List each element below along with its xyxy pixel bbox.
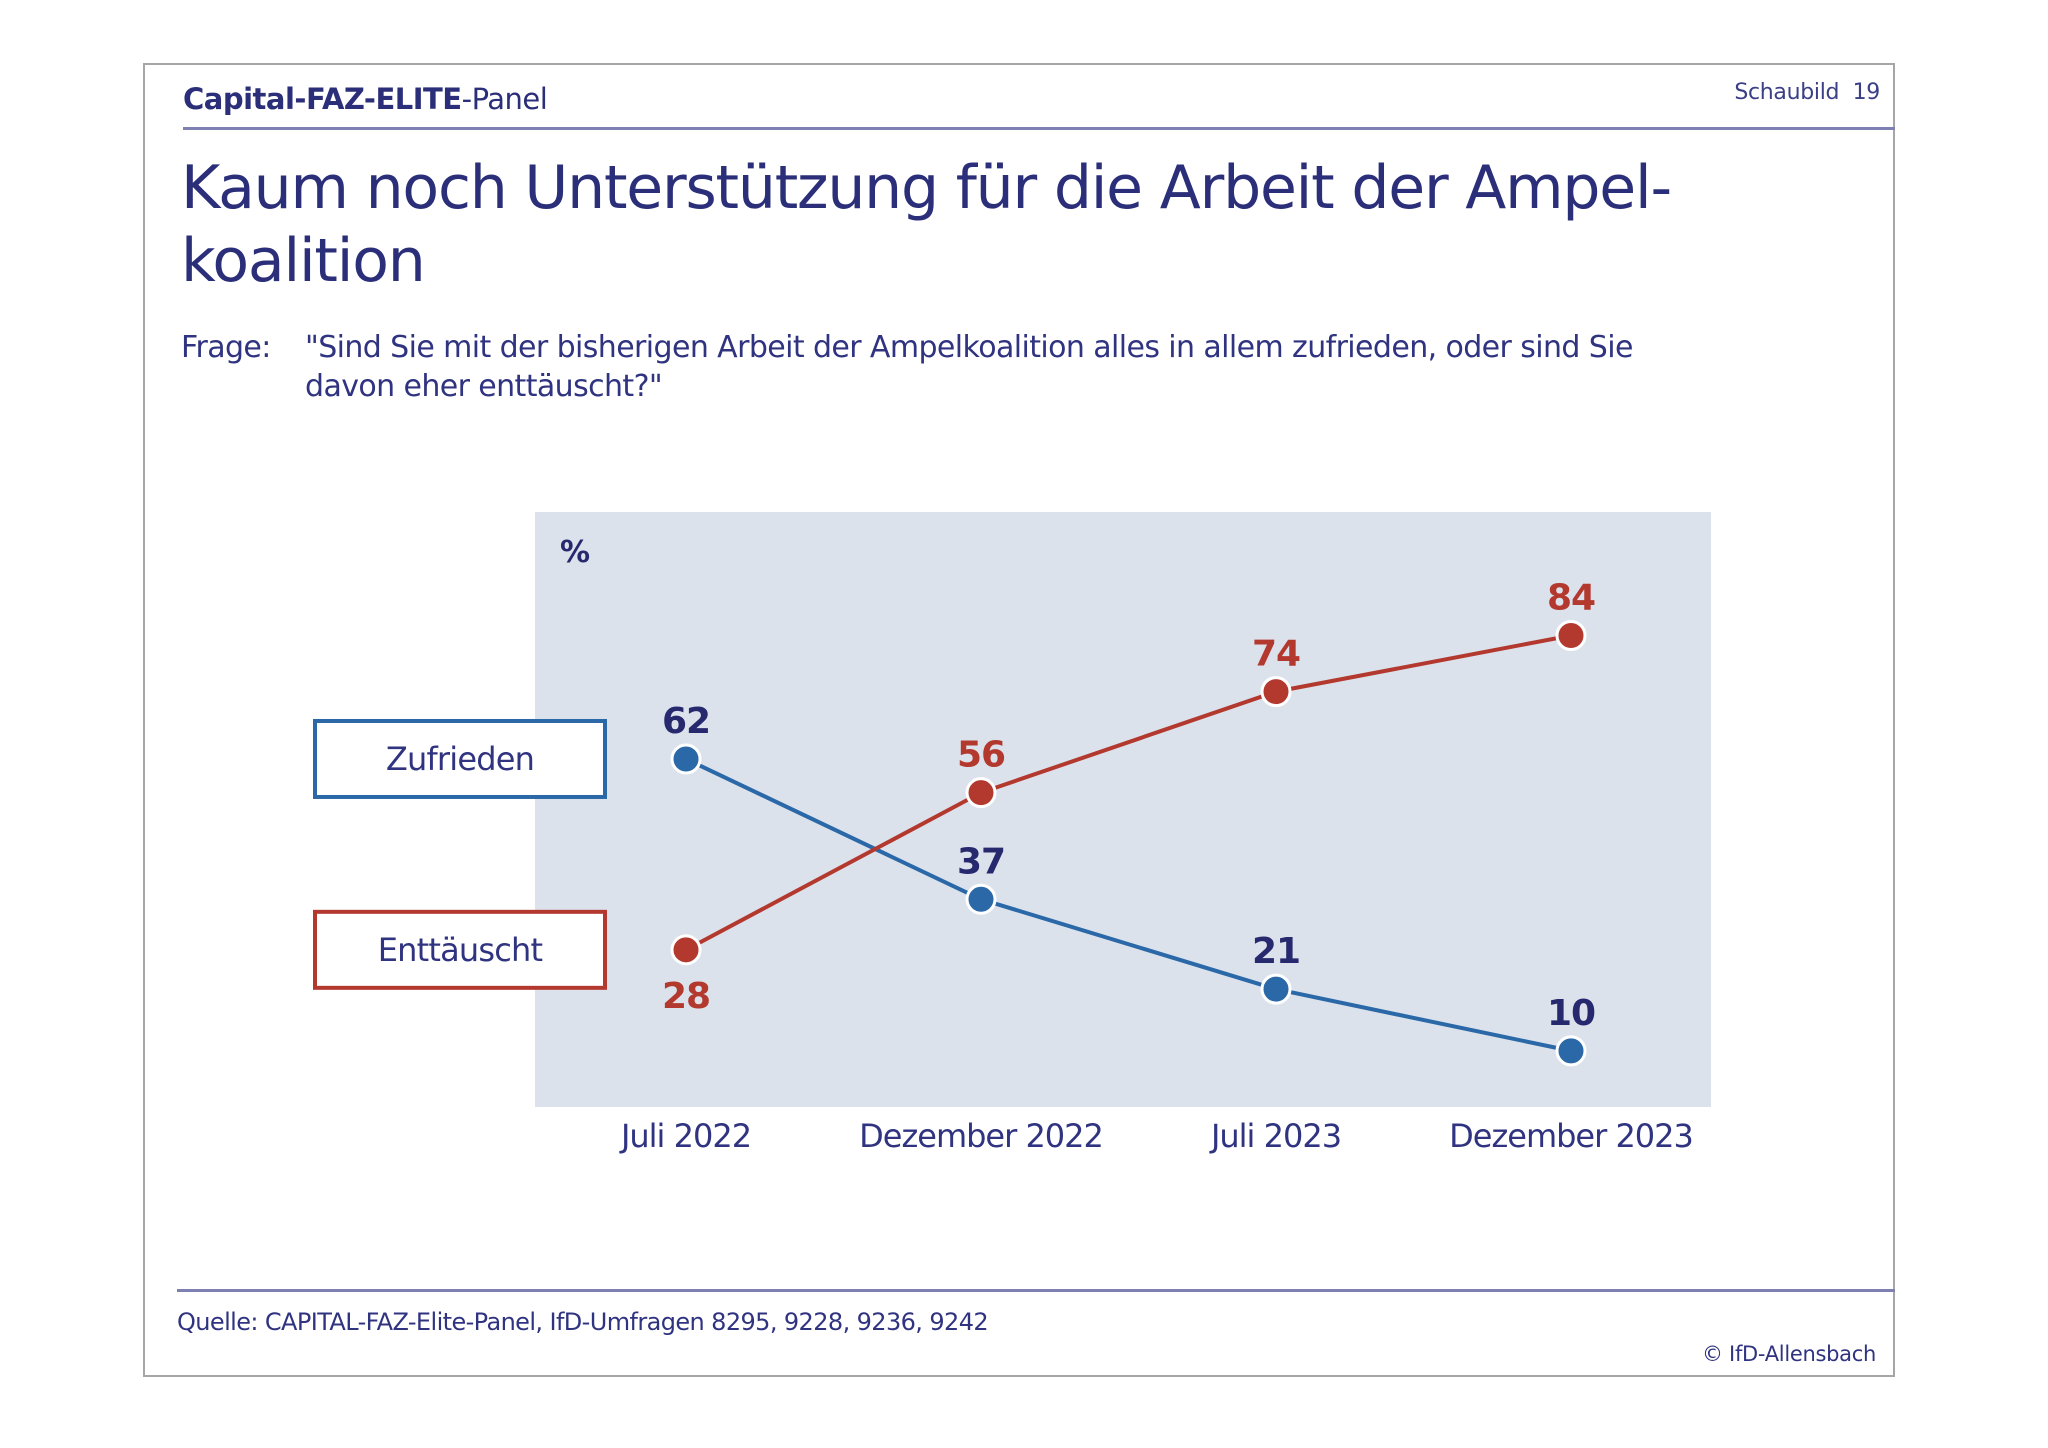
legend-box [313, 718, 607, 799]
x-axis-tick-labels: Juli 2022 Dezember 2022 Juli 2023 Dezember … [619, 1117, 1694, 1155]
marker-enttäuscht [670, 934, 702, 966]
marker-zufrieden [670, 743, 702, 775]
footer-rule [177, 1289, 1895, 1292]
legend: Zufrieden Enttäuscht [313, 718, 607, 990]
brand-bold: Capital-FAZ-ELITE [183, 82, 462, 116]
data-label: 84 [1547, 577, 1595, 618]
data-label: 10 [1547, 993, 1595, 1034]
data-label: 37 [957, 841, 1005, 882]
x-tick-label: Juli 2023 [1209, 1117, 1341, 1155]
data-label: 74 [1252, 634, 1300, 675]
line-zufrieden [685, 757, 1572, 1053]
legend-item-zufrieden: Zufrieden [313, 718, 607, 799]
data-label: 21 [1252, 931, 1300, 972]
legend-label: Enttäuscht [378, 931, 543, 969]
x-tick-label: Juli 2022 [619, 1117, 751, 1155]
marker-zufrieden [1260, 973, 1292, 1005]
question-line-2: davon eher enttäuscht?" [305, 369, 663, 404]
legend-label: Zufrieden [386, 740, 534, 778]
line-enttäuscht [685, 633, 1572, 952]
marker-zufrieden [965, 883, 997, 915]
marker-zufrieden [1555, 1035, 1587, 1067]
copyright-note: © IfD-Allensbach [1701, 1342, 1876, 1366]
plot-background [535, 512, 1711, 1107]
data-labels: 62 37 21 10 28 56 74 84 [662, 577, 1596, 1034]
marker-enttäuscht [965, 777, 997, 809]
legend-box [313, 909, 607, 990]
question-label: Frage: [181, 330, 271, 365]
figure-number: Schaubild 19 [1734, 80, 1880, 105]
panel-brand: Capital-FAZ-ELITE-Panel [183, 82, 548, 116]
marker-enttäuscht [1555, 619, 1587, 651]
question-line-1: "Sind Sie mit der bisherigen Arbeit der … [305, 330, 1633, 365]
x-tick-label: Dezember 2022 [859, 1117, 1103, 1155]
series-markers [670, 619, 1587, 1067]
header-rule [183, 127, 1895, 130]
chart-title: Kaum noch Unterstützung für die Arbeit d… [181, 152, 1821, 298]
survey-question: Frage: "Sind Sie mit der bisherigen Arbei… [181, 328, 1821, 406]
title-line-2: koalition [181, 226, 426, 296]
data-label: 56 [957, 735, 1005, 776]
legend-item-enttäuscht: Enttäuscht [313, 909, 607, 990]
data-label: 28 [662, 976, 710, 1017]
brand-suffix: -Panel [461, 82, 548, 116]
series-lines [685, 633, 1572, 1053]
y-axis-unit-label: % [560, 535, 590, 570]
marker-enttäuscht [1260, 676, 1292, 708]
x-tick-label: Dezember 2023 [1449, 1117, 1693, 1155]
source-note: Quelle: CAPITAL-FAZ-Elite-Panel, IfD-Umf… [177, 1308, 989, 1336]
title-line-1: Kaum noch Unterstützung für die Arbeit d… [181, 153, 1672, 223]
data-label: 62 [662, 701, 710, 742]
